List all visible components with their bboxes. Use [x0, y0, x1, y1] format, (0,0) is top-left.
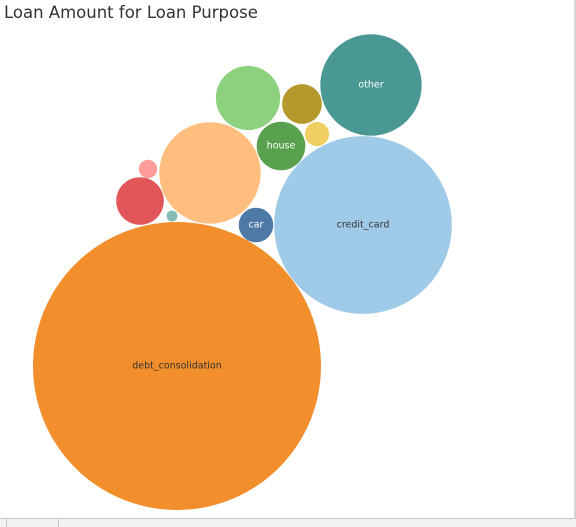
bubble-unlabeled-11[interactable] — [167, 211, 178, 222]
bubble-unlabeled-4[interactable] — [216, 66, 280, 130]
bottom-bar-divider — [6, 519, 7, 527]
bubble-unlabeled-6[interactable] — [116, 177, 164, 225]
bubble-unlabeled-3[interactable] — [159, 122, 260, 223]
bubble-unlabeled-10[interactable] — [139, 160, 157, 178]
bubble-label-car: car — [249, 220, 264, 231]
bubble-unlabeled-9[interactable] — [305, 122, 329, 146]
bottom-bar-divider — [58, 519, 59, 527]
bubble-label-other: other — [358, 80, 383, 91]
bubble-label-house: house — [267, 141, 296, 152]
bubble-label-credit_card: credit_card — [337, 220, 390, 231]
bottom-scroll-bar[interactable] — [0, 518, 576, 527]
bubble-unlabeled-7[interactable] — [282, 84, 322, 124]
bubble-label-debt_consolidation: debt_consolidation — [132, 361, 222, 372]
